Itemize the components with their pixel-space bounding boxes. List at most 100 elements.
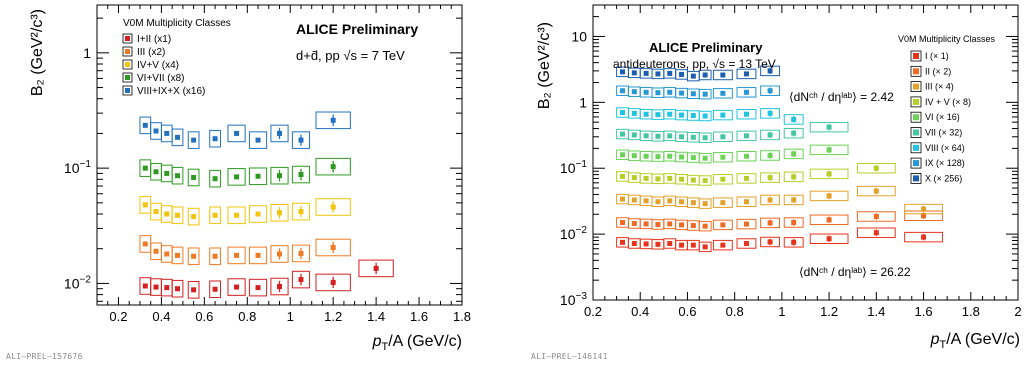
data-point	[620, 220, 626, 226]
data-point	[743, 111, 749, 117]
data-point	[791, 239, 797, 245]
data-point	[667, 153, 673, 159]
x-tick-label: 0.2	[109, 309, 127, 324]
series-8	[616, 65, 781, 82]
syst-box	[783, 114, 804, 125]
legend-label: IV + V (× 8)	[925, 97, 971, 107]
syst-box	[904, 231, 943, 243]
syst-box	[736, 87, 757, 98]
series-0	[139, 259, 394, 299]
syst-box	[171, 206, 184, 225]
watermark-right: ALI–PREL–146141	[531, 352, 608, 361]
x-axis-title: pT/A (GeV/c)	[930, 331, 1020, 351]
syst-box	[736, 151, 757, 162]
data-point	[643, 153, 649, 159]
syst-box	[698, 69, 712, 81]
data-point	[667, 111, 673, 117]
data-point	[743, 133, 749, 139]
y-axis-title: B₂ (GeV²/c³)	[536, 22, 553, 109]
data-point	[679, 154, 685, 160]
series-2	[139, 196, 351, 226]
syst-box	[248, 131, 268, 149]
data-point	[826, 193, 832, 199]
legend-label: VIII (× 64)	[925, 143, 965, 153]
data-point	[298, 250, 304, 256]
data-point	[234, 212, 240, 218]
y-tick-label: 10−2	[560, 225, 587, 242]
data-point	[679, 71, 685, 77]
syst-box	[736, 173, 757, 184]
syst-box	[712, 197, 733, 208]
legend-label: X (× 256)	[925, 173, 962, 183]
syst-box	[712, 88, 733, 99]
data-point	[690, 242, 696, 248]
data-point	[191, 174, 197, 180]
data-point	[643, 89, 649, 95]
syst-box	[760, 85, 781, 96]
data-point	[277, 284, 282, 290]
data-point	[153, 248, 159, 254]
legend-title: V0M Multiplicity Classes	[123, 18, 231, 29]
syst-box	[856, 227, 896, 238]
legend-label: I+II (x1)	[137, 34, 171, 45]
data-point	[702, 155, 708, 161]
data-point	[330, 117, 336, 123]
data-point	[720, 134, 726, 140]
syst-box	[270, 124, 289, 143]
syst-box	[227, 246, 246, 265]
legend-swatch	[913, 114, 919, 121]
legend-swatch-frame	[910, 142, 922, 154]
syst-box	[856, 211, 896, 222]
data-point	[164, 211, 170, 217]
legend-swatch	[913, 98, 919, 105]
legend-swatch-frame	[122, 59, 133, 70]
syst-box	[712, 109, 733, 121]
syst-box	[209, 247, 221, 266]
syst-box	[698, 198, 712, 209]
syst-box	[209, 129, 221, 148]
syst-box	[291, 131, 311, 149]
data-point	[655, 133, 661, 139]
syst-box	[227, 124, 246, 143]
data-point	[667, 198, 673, 204]
data-point	[277, 130, 282, 136]
syst-box	[187, 281, 200, 299]
data-point	[212, 253, 218, 259]
data-point	[191, 214, 197, 220]
y-tick-label: 10−2	[64, 274, 91, 291]
data-point	[631, 175, 637, 181]
data-point	[826, 124, 832, 130]
legend-swatch	[913, 129, 919, 136]
data-point	[153, 284, 159, 290]
legend-swatch-frame	[910, 65, 922, 77]
syst-box	[712, 239, 733, 251]
syst-box	[736, 68, 757, 80]
data-point	[655, 176, 661, 182]
series-5	[616, 121, 849, 143]
data-point	[643, 70, 649, 76]
system-label: antideuterons, pp, √s = 13 TeV	[613, 57, 776, 71]
y-tick-label: 10	[571, 28, 587, 44]
data-point	[720, 154, 726, 160]
data-point	[164, 251, 170, 257]
syst-box	[698, 175, 712, 186]
series-4	[139, 111, 351, 149]
y-axis-title: B₂ (GeV²/c³)	[29, 9, 46, 96]
syst-box	[698, 88, 712, 100]
legend-label: III (× 4)	[925, 82, 954, 92]
data-point	[191, 137, 197, 143]
syst-box	[809, 190, 849, 202]
data-point	[631, 197, 637, 203]
syst-box	[809, 144, 849, 156]
syst-box	[712, 174, 733, 185]
data-point	[255, 211, 261, 217]
data-point	[690, 177, 696, 183]
data-point	[679, 176, 685, 182]
series-6	[616, 107, 804, 125]
data-point	[298, 277, 304, 283]
data-point	[643, 133, 649, 139]
y-tick-label: 1	[83, 45, 91, 61]
syst-box	[248, 167, 268, 186]
data-point	[212, 212, 218, 218]
legend-swatch-frame	[122, 33, 133, 44]
